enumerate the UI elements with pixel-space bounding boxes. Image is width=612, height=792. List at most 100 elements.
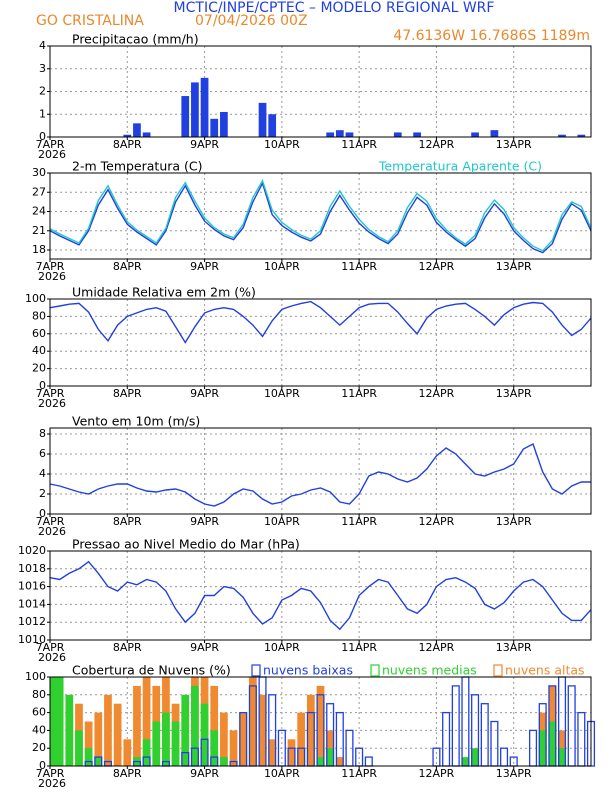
- bar: [123, 134, 132, 137]
- year-label: 2026: [38, 777, 66, 790]
- legend-swatch: [493, 664, 503, 677]
- bar: [335, 130, 344, 137]
- plot-frame: [49, 427, 592, 515]
- legend-swatch: [251, 664, 261, 677]
- y-tick-label: 1014: [18, 597, 46, 610]
- bar: [239, 712, 248, 766]
- x-tick-label: 13APR: [496, 767, 532, 780]
- bar: [113, 703, 122, 766]
- bar: [210, 685, 219, 766]
- bar: [200, 77, 209, 137]
- y-tick-label: 80: [32, 688, 46, 701]
- bar: [287, 739, 296, 766]
- y-tick-label: 1020: [18, 544, 46, 557]
- x-tick-label: 7APR: [36, 641, 65, 654]
- x-tick-label: 8APR: [113, 260, 142, 273]
- line: [49, 178, 592, 252]
- legend-label: Temperatura Aparente (C): [378, 159, 542, 174]
- bar: [461, 757, 470, 766]
- bar: [258, 694, 267, 766]
- chart-title: Cobertura de Nuvens (%): [72, 663, 231, 678]
- chart-title: Pressao ao Nivel Medio do Mar (hPa): [72, 537, 300, 552]
- year-label: 2026: [38, 270, 66, 283]
- bar: [210, 730, 219, 766]
- header-coords: 47.6136W 16.7686S 1189m: [393, 28, 590, 44]
- line: [49, 300, 592, 344]
- y-tick-label: 4: [39, 39, 46, 52]
- x-tick-label: 7APR: [36, 515, 65, 528]
- y-tick-label: 20: [32, 741, 46, 754]
- bar: [171, 721, 180, 766]
- bar: [316, 685, 325, 766]
- bar: [326, 748, 335, 766]
- y-tick-label: 3: [39, 62, 46, 75]
- line: [49, 181, 592, 254]
- year-label: 2026: [38, 397, 66, 410]
- bar: [220, 111, 228, 137]
- bar: [442, 711, 451, 767]
- x-tick-label: 9APR: [190, 641, 219, 654]
- x-tick-label: 12APR: [419, 387, 455, 400]
- bar: [480, 703, 489, 767]
- bar: [220, 712, 228, 766]
- plot-frame: [49, 45, 592, 138]
- bar: [142, 677, 151, 766]
- x-tick-label: 11APR: [341, 641, 377, 654]
- bar: [94, 712, 103, 766]
- y-tick-label: 1010: [18, 633, 46, 646]
- y-tick-label: 6: [39, 447, 46, 460]
- x-tick-label: 11APR: [341, 260, 377, 273]
- x-tick-label: 13APR: [496, 515, 532, 528]
- x-tick-label: 12APR: [419, 767, 455, 780]
- bar: [567, 685, 576, 767]
- year-label: 2026: [38, 525, 66, 538]
- x-tick-label: 11APR: [341, 138, 377, 151]
- bar: [451, 685, 460, 767]
- bar: [229, 730, 238, 766]
- year-label: 2026: [38, 651, 66, 664]
- bar: [249, 677, 257, 766]
- bar: [84, 748, 93, 766]
- bar: [558, 748, 566, 766]
- x-tick-label: 10APR: [264, 138, 300, 151]
- bar: [133, 123, 141, 137]
- chart-title: Precipitacao (mm/h): [72, 32, 199, 47]
- bar: [75, 730, 83, 766]
- chart-title: Umidade Relativa em 2m (%): [72, 285, 256, 300]
- y-tick-label: 100: [25, 292, 46, 305]
- line: [49, 560, 592, 631]
- y-tick-label: 60: [32, 706, 46, 719]
- legend-label: nuvens baixas: [263, 663, 353, 678]
- bar: [326, 132, 335, 137]
- x-tick-label: 9APR: [190, 138, 219, 151]
- x-tick-label: 8APR: [113, 767, 142, 780]
- bar: [461, 676, 470, 767]
- y-tick-label: 4: [39, 467, 46, 480]
- bar: [191, 82, 199, 137]
- bar: [181, 694, 190, 766]
- x-tick-label: 10APR: [264, 387, 300, 400]
- x-tick-label: 11APR: [341, 515, 377, 528]
- bar: [268, 114, 277, 137]
- bar: [558, 134, 566, 137]
- y-tick-label: 20: [32, 362, 46, 375]
- plot-frame: [49, 550, 592, 641]
- bar: [538, 730, 547, 766]
- bar: [84, 721, 93, 766]
- x-tick-label: 12APR: [419, 515, 455, 528]
- y-tick-label: 21: [32, 224, 46, 237]
- y-tick-label: 1: [39, 107, 46, 120]
- legend-label: nuvens medias: [382, 663, 477, 678]
- y-tick-label: 8: [39, 427, 46, 440]
- y-tick-label: 100: [25, 670, 46, 683]
- bar: [65, 694, 74, 766]
- bar: [142, 739, 151, 766]
- bar: [471, 132, 479, 137]
- bar: [548, 721, 557, 766]
- x-tick-label: 8APR: [113, 641, 142, 654]
- x-tick-label: 9APR: [190, 767, 219, 780]
- x-tick-label: 10APR: [264, 767, 300, 780]
- bar: [345, 132, 354, 137]
- header-title: MCTIC/INPE/CPTEC – MODELO REGIONAL WRF: [174, 0, 495, 16]
